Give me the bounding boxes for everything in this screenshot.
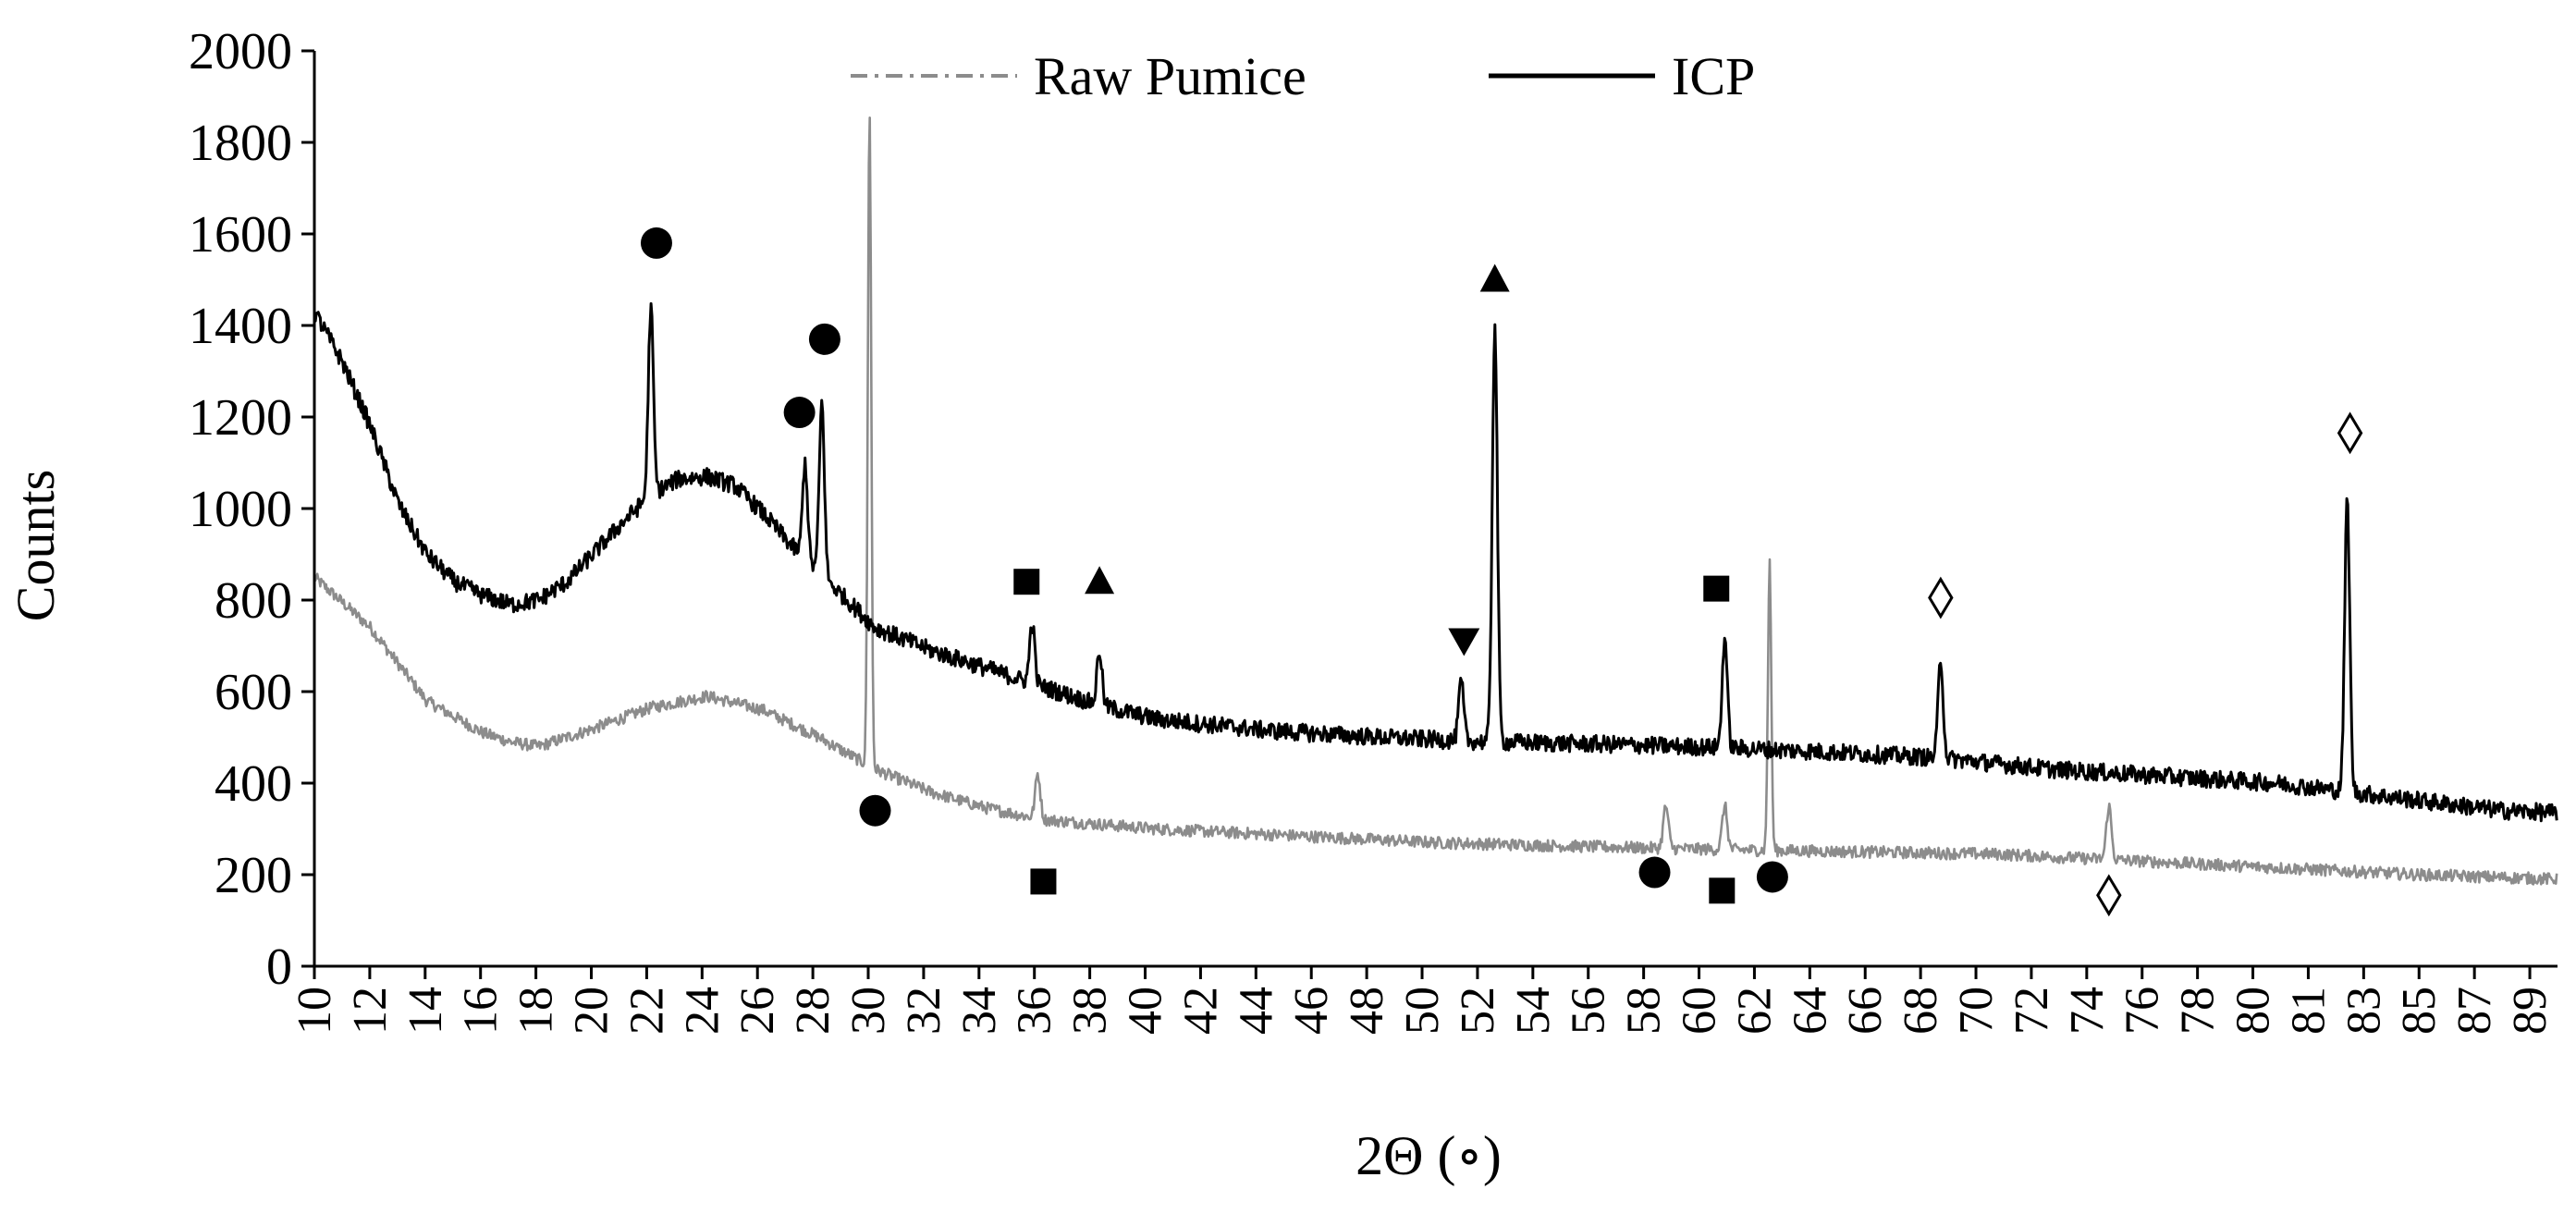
x-tick-label: 60 <box>1674 987 1726 1035</box>
x-tick-label: 32 <box>898 987 951 1035</box>
y-tick-label: 1600 <box>189 206 292 264</box>
phase-marker-triangle-up <box>1085 566 1115 595</box>
x-tick-label: 18 <box>510 987 563 1035</box>
y-tick-label: 600 <box>215 664 292 721</box>
x-tick-label: 38 <box>1064 987 1117 1035</box>
y-tick-label: 800 <box>215 572 292 630</box>
series-line-raw-pumice <box>313 116 2558 886</box>
x-tick-label: 42 <box>1174 987 1227 1035</box>
x-tick-label: 10 <box>288 987 341 1035</box>
phase-marker-circle <box>859 794 891 827</box>
x-tick-label: 12 <box>344 987 397 1035</box>
plot-area: 10 12 14 16 18 20 22 24 26 28 30 32 34 36 38 40 42 44 46 48… <box>189 23 2558 1035</box>
x-tick-label: 80 <box>2227 987 2280 1035</box>
y-tick-label: 2000 <box>189 23 292 80</box>
phase-marker-diamond <box>1928 576 1954 619</box>
phase-marker-diamond <box>2337 411 2363 455</box>
phase-marker-square <box>1013 569 1040 595</box>
y-axis-label: Counts <box>6 470 66 621</box>
phase-marker-square <box>1703 575 1730 602</box>
legend: Raw Pumice ICP <box>851 46 1755 106</box>
x-tick-label: 56 <box>1563 987 1615 1035</box>
phase-marker-circle <box>640 227 672 259</box>
x-tick-label: 50 <box>1396 987 1449 1035</box>
x-tick-label: 24 <box>676 987 729 1035</box>
x-tick-label: 66 <box>1839 987 1892 1035</box>
y-tick-label: 1400 <box>189 298 292 355</box>
x-tick-label: 64 <box>1784 987 1836 1035</box>
x-tick-label: 22 <box>620 987 673 1035</box>
x-tick-label: 83 <box>2337 987 2390 1035</box>
x-tick-label: 26 <box>731 987 784 1035</box>
x-tick-label: 20 <box>566 987 619 1035</box>
x-tick-label: 16 <box>455 987 508 1035</box>
marker-layer <box>640 227 2363 917</box>
x-tick-label: 40 <box>1120 987 1172 1035</box>
x-tick-label: 14 <box>399 987 452 1035</box>
phase-marker-square <box>1030 868 1057 895</box>
x-axis-label: 2Θ (∘) <box>1355 1125 1502 1186</box>
x-tick-label: 58 <box>1618 987 1671 1035</box>
legend-raw-pumice-label: Raw Pumice <box>1034 46 1306 106</box>
y-tick-label: 1800 <box>189 115 292 172</box>
legend-icp-label: ICP <box>1672 46 1755 106</box>
series-layer <box>313 116 2558 886</box>
x-tick-label: 52 <box>1452 987 1504 1035</box>
x-tick-label: 36 <box>1009 987 1061 1035</box>
x-tick-label: 44 <box>1230 987 1282 1035</box>
x-tick-label: 70 <box>1950 987 2003 1035</box>
y-tick-label: 1200 <box>189 389 292 447</box>
phase-marker-circle <box>1638 856 1671 889</box>
phase-marker-circle <box>783 397 816 429</box>
x-tick-label: 72 <box>2006 987 2058 1035</box>
x-tick-label: 81 <box>2282 987 2335 1035</box>
y-axis-ticks: 0 200 400 600 800 1000 1200 1400 1600 1800 2000 <box>189 23 314 996</box>
x-tick-label: 46 <box>1285 987 1338 1035</box>
series-line-icp <box>313 301 2558 823</box>
x-tick-label: 85 <box>2393 987 2446 1035</box>
y-tick-label: 200 <box>215 847 292 904</box>
phase-marker-triangle-up <box>1479 264 1510 292</box>
x-tick-label: 74 <box>2061 987 2114 1035</box>
phase-marker-circle <box>808 323 840 355</box>
phase-marker-circle <box>1756 861 1788 893</box>
x-tick-label: 28 <box>787 987 840 1035</box>
y-tick-label: 1000 <box>189 481 292 538</box>
y-tick-label: 400 <box>215 755 292 813</box>
x-tick-label: 89 <box>2504 987 2557 1035</box>
x-tick-label: 76 <box>2116 987 2169 1035</box>
x-tick-label: 62 <box>1728 987 1781 1035</box>
x-tick-label: 87 <box>2448 987 2501 1035</box>
phase-marker-diamond <box>2096 874 2122 917</box>
x-axis-ticks: 10 12 14 16 18 20 22 24 26 28 30 32 34 36 38 40 42 44 46 48… <box>288 966 2557 1035</box>
phase-marker-triangle-down <box>1448 628 1480 656</box>
x-tick-label: 48 <box>1341 987 1393 1035</box>
x-tick-label: 54 <box>1507 987 1560 1035</box>
x-tick-label: 30 <box>842 987 895 1035</box>
y-tick-label: 0 <box>266 938 292 996</box>
phase-marker-square <box>1709 877 1736 904</box>
x-tick-label: 34 <box>953 987 1006 1035</box>
x-tick-label: 78 <box>2172 987 2225 1035</box>
x-tick-label: 68 <box>1895 987 1947 1035</box>
